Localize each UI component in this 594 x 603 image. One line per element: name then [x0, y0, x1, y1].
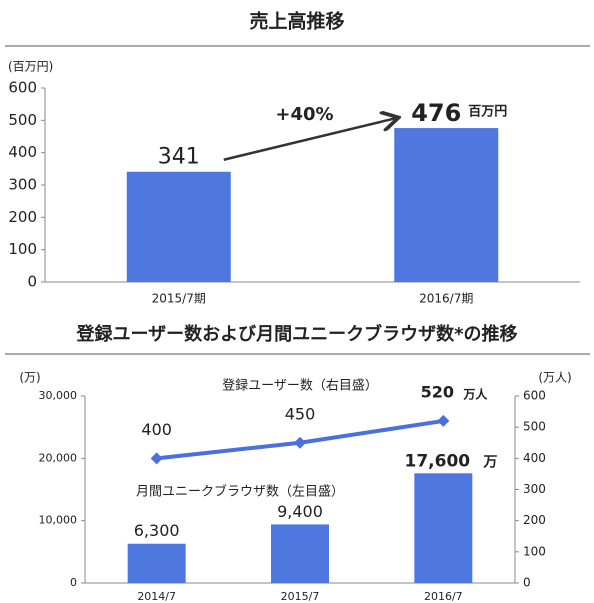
x-tick-label: 2016/7 [424, 590, 463, 603]
marker [437, 414, 450, 427]
tick-label: 600 [8, 79, 37, 97]
marker [294, 436, 306, 449]
series-label: 登録ユーザー数（右目盛） [222, 379, 378, 394]
chart-title: 売上高推移 [249, 10, 344, 33]
marker [150, 452, 163, 465]
tick-label: 600 [523, 389, 546, 403]
tick-label: 30,000 [39, 389, 78, 402]
tick-label: 400 [8, 143, 37, 161]
value-label: 520 [421, 382, 454, 401]
tick-label: 100 [8, 240, 37, 258]
x-tick-label: 2016/7期 [419, 292, 473, 306]
value-label: 9,400 [277, 502, 323, 521]
tick-label: 0 [70, 576, 77, 589]
value-unit: 百万円 [468, 105, 507, 120]
bar [394, 128, 499, 282]
value-label: 341 [158, 145, 200, 170]
tick-label: 0 [27, 273, 37, 291]
y-axis-label: (万) [19, 371, 40, 385]
value-unit: 万人 [462, 386, 488, 401]
y-axis-label: (百万円) [8, 60, 53, 74]
value-label: 476 [411, 99, 461, 127]
tick-label: 300 [8, 176, 37, 194]
bar [414, 473, 473, 583]
tick-label: 10,000 [39, 514, 78, 527]
tick-label: 0 [523, 576, 531, 590]
bar [127, 543, 186, 583]
chart-title: 登録ユーザー数および月間ユニークブラウザ数*の推移 [75, 323, 517, 345]
tick-label: 20,000 [39, 451, 78, 464]
series-label: 月間ユニークブラウザ数（左目盛） [136, 484, 344, 500]
value-label: 17,600 [405, 451, 471, 471]
tick-label: 200 [8, 208, 37, 226]
tick-label: 500 [523, 420, 546, 434]
value-label: 450 [285, 404, 316, 423]
tick-label: 300 [523, 482, 546, 496]
growth-arrow [223, 118, 397, 161]
growth-label: +40% [275, 104, 333, 125]
x-tick-label: 2015/7 [281, 590, 320, 603]
tick-label: 400 [523, 451, 546, 465]
tick-label: 200 [523, 513, 546, 527]
x-tick-label: 2014/7 [137, 590, 176, 603]
value-unit: 万 [482, 454, 497, 470]
value-label: 6,300 [134, 521, 180, 540]
x-tick-label: 2015/7期 [152, 292, 206, 306]
tick-label: 500 [8, 111, 37, 129]
value-label: 400 [141, 420, 172, 439]
y2-axis-label: (万人) [538, 371, 571, 385]
bar [126, 171, 231, 282]
tick-label: 100 [523, 544, 546, 558]
bar [271, 524, 329, 583]
